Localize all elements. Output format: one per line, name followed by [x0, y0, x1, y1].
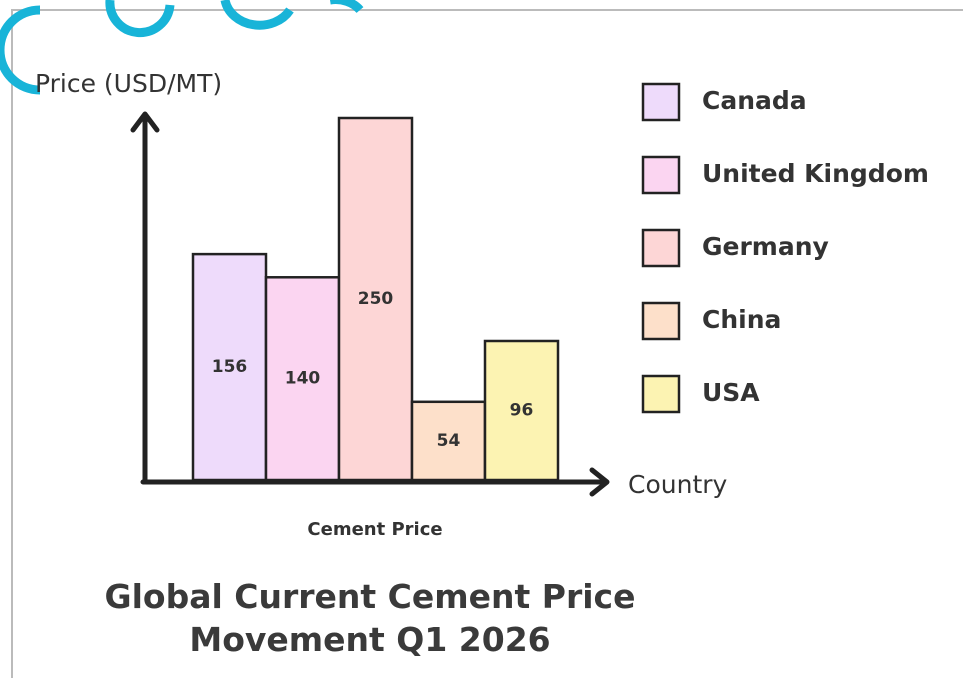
title-wrap: Global Current Cement Price Movement Q1 … — [104, 577, 636, 659]
data-label: 156 — [212, 357, 248, 377]
legend-swatch — [641, 374, 681, 414]
decoration — [330, 0, 364, 14]
decoration — [220, 0, 294, 30]
frame — [11, 9, 963, 678]
decoration — [0, 5, 41, 95]
legend-label: Germany — [702, 232, 829, 261]
legend-label: China — [702, 305, 781, 334]
bar — [264, 276, 341, 482]
legend-label: Canada — [702, 86, 807, 115]
bars: 156 140 250 54 96 — [191, 116, 560, 482]
legend-swatch — [641, 82, 681, 122]
legend-label: United Kingdom — [702, 159, 929, 188]
data-label: 54 — [437, 431, 461, 451]
y-axis — [130, 111, 160, 485]
decoration — [105, 0, 175, 38]
x-axis-label: Country — [628, 470, 728, 499]
data-label: 140 — [285, 369, 321, 389]
data-label: 250 — [358, 289, 394, 309]
y-axis-label: Price (USD/MT) — [35, 69, 222, 98]
legend-swatch — [641, 155, 681, 195]
x-axis — [140, 467, 610, 497]
legend-label: USA — [702, 378, 760, 407]
legend-swatch — [641, 301, 681, 341]
data-label: 96 — [510, 400, 534, 420]
legend-swatch — [641, 228, 681, 268]
bar — [483, 339, 560, 482]
chart-subtitle: Cement Price — [307, 519, 442, 540]
chart-title: Global Current Cement Price Movement Q1 … — [104, 577, 636, 659]
